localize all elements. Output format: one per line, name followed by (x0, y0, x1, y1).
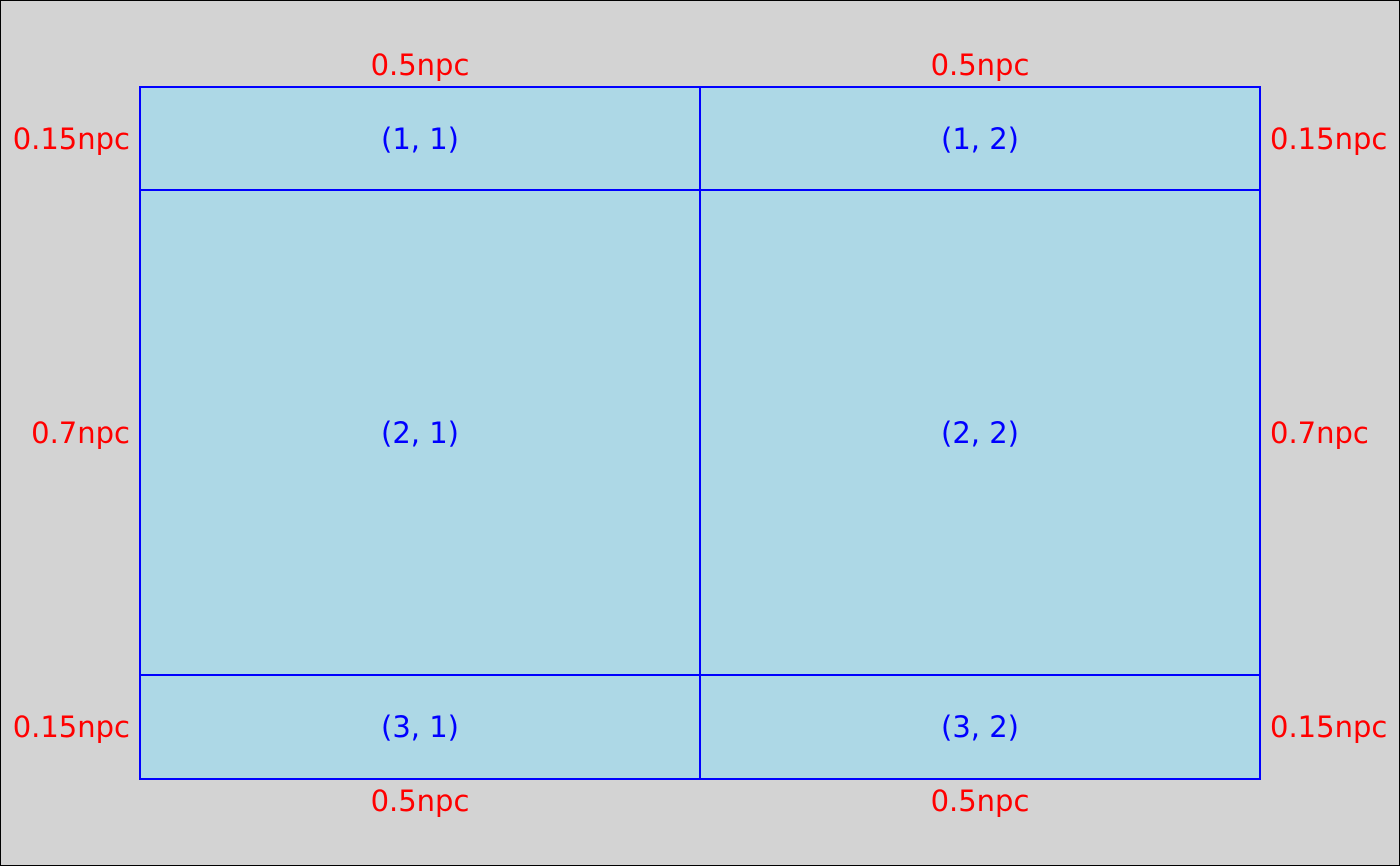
row-1-left-height-label: 0.15npc (13, 122, 130, 156)
cell-1-2-label: (1, 2) (941, 122, 1019, 156)
cell-3-2-label: (3, 2) (941, 710, 1019, 744)
cell-1-1: (1, 1) (139, 86, 701, 191)
cell-3-1: (3, 1) (139, 674, 701, 780)
col-1-top-width-label: 0.5npc (371, 48, 470, 82)
col-2-bottom-width-label: 0.5npc (931, 784, 1030, 818)
cell-1-2-box (699, 86, 1261, 191)
cell-2-2: (2, 2) (699, 189, 1261, 676)
cell-2-1: (2, 1) (139, 189, 701, 676)
row-3-left-height-label: 0.15npc (13, 710, 130, 744)
col-1-bottom-width-label: 0.5npc (371, 784, 470, 818)
row-1-right-height-label: 0.15npc (1270, 122, 1387, 156)
cell-3-2: (3, 2) (699, 674, 1261, 780)
cell-1-1-box (139, 86, 701, 191)
cell-3-2-box (699, 674, 1261, 780)
row-3-right-height-label: 0.15npc (1270, 710, 1387, 744)
col-2-top-width-label: 0.5npc (931, 48, 1030, 82)
row-2-left-height-label: 0.7npc (31, 416, 130, 450)
row-2-right-height-label: 0.7npc (1270, 416, 1369, 450)
cell-1-1-label: (1, 1) (381, 122, 459, 156)
cell-2-2-label: (2, 2) (941, 416, 1019, 450)
cell-1-2: (1, 2) (699, 86, 1261, 191)
cell-2-2-box (699, 189, 1261, 676)
cell-2-1-box (139, 189, 701, 676)
cell-3-1-box (139, 674, 701, 780)
cell-2-1-label: (2, 1) (381, 416, 459, 450)
cell-3-1-label: (3, 1) (381, 710, 459, 744)
